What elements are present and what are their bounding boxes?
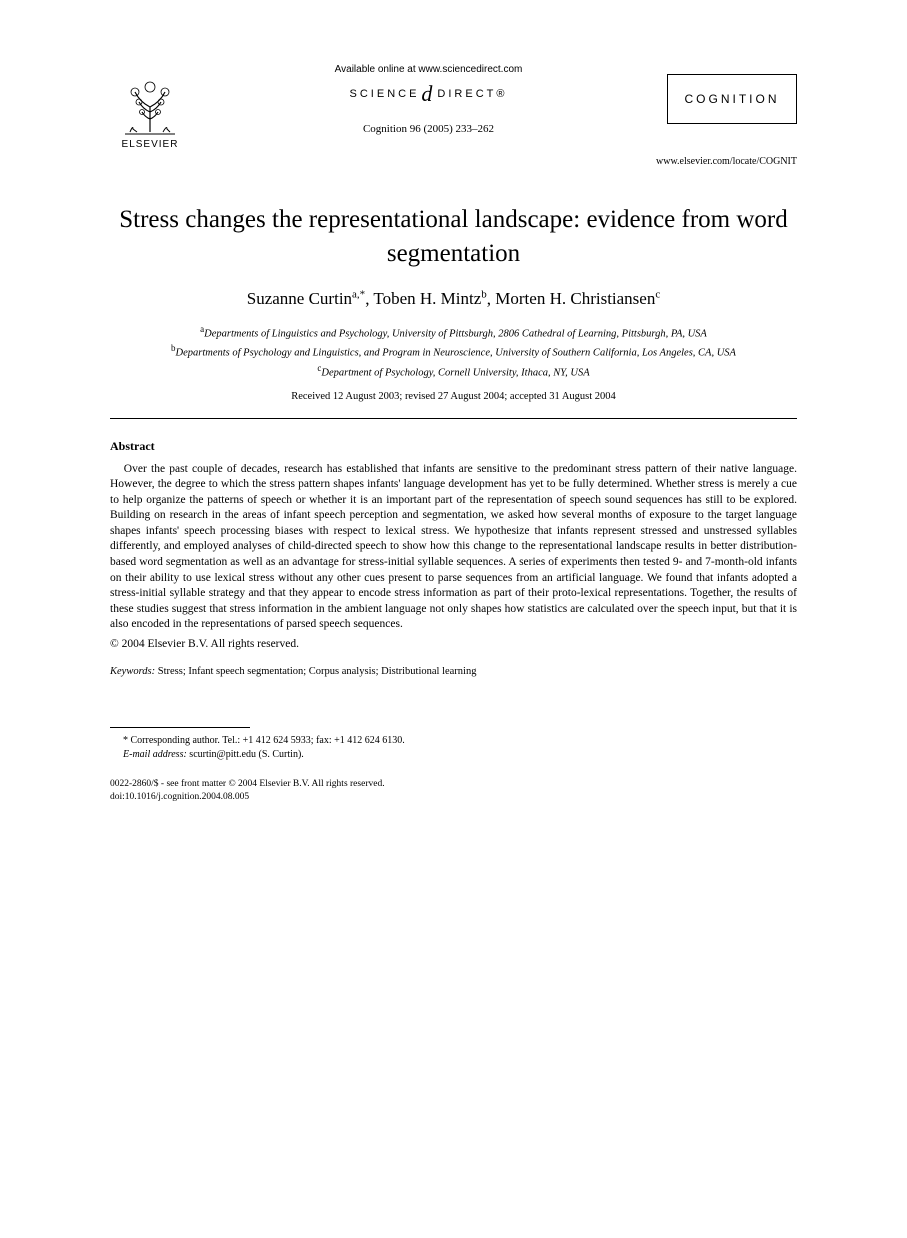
footer-line-2: doi:10.1016/j.cognition.2004.08.005 <box>110 791 797 804</box>
sd-alpha-icon: d <box>421 81 435 106</box>
article-title: Stress changes the representational land… <box>110 203 797 271</box>
affiliation-b: bDepartments of Psychology and Linguisti… <box>110 342 797 361</box>
email-label: E-mail address: <box>123 749 187 760</box>
abstract-heading: Abstract <box>110 439 797 454</box>
footnote-rule <box>110 727 250 728</box>
journal-citation: Cognition 96 (2005) 233–262 <box>190 123 667 135</box>
journal-url[interactable]: www.elsevier.com/locate/COGNIT <box>110 156 797 167</box>
author-markers: b <box>481 289 487 301</box>
affiliations: aDepartments of Linguistics and Psycholo… <box>110 323 797 381</box>
header-row: ELSEVIER Available online at www.science… <box>110 60 797 150</box>
corresponding-footnote: * Corresponding author. Tel.: +1 412 624… <box>110 734 797 748</box>
publisher-logo: ELSEVIER <box>110 60 190 150</box>
copyright-line: © 2004 Elsevier B.V. All rights reserved… <box>110 637 797 653</box>
affil-text: Departments of Psychology and Linguistic… <box>176 348 736 359</box>
keywords-text: Stress; Infant speech segmentation; Corp… <box>155 666 476 677</box>
affil-text: Departments of Linguistics and Psycholog… <box>204 329 707 340</box>
sciencedirect-logo: SCIENCEdDIRECT® <box>350 81 508 107</box>
email-value[interactable]: scurtin@pitt.edu (S. Curtin). <box>187 749 304 760</box>
author-name: Toben H. Mintz <box>373 289 481 308</box>
publisher-name: ELSEVIER <box>122 139 179 150</box>
footer-block: 0022-2860/$ - see front matter © 2004 El… <box>110 778 797 805</box>
article-dates: Received 12 August 2003; revised 27 Augu… <box>110 391 797 402</box>
journal-name-box: COGNITION <box>667 74 797 124</box>
author-markers: c <box>655 289 660 301</box>
elsevier-tree-icon <box>115 77 185 137</box>
footer-line-1: 0022-2860/$ - see front matter © 2004 El… <box>110 778 797 791</box>
affiliation-a: aDepartments of Linguistics and Psycholo… <box>110 323 797 342</box>
affiliation-c: cDepartment of Psychology, Cornell Unive… <box>110 362 797 381</box>
author-2: Morten H. Christiansenc <box>495 289 660 308</box>
keywords-label: Keywords: <box>110 666 155 677</box>
author-markers: a,* <box>352 289 365 301</box>
author-name: Suzanne Curtin <box>247 289 352 308</box>
sd-right: DIRECT® <box>437 88 507 100</box>
author-list: Suzanne Curtina,*, Toben H. Mintzb, Mort… <box>110 289 797 310</box>
divider-rule <box>110 418 797 419</box>
keywords: Keywords: Stress; Infant speech segmenta… <box>110 666 797 677</box>
journal-box-wrap: COGNITION <box>667 60 797 124</box>
email-footnote: E-mail address: scurtin@pitt.edu (S. Cur… <box>110 748 797 762</box>
center-header: Available online at www.sciencedirect.co… <box>190 60 667 135</box>
sd-left: SCIENCE <box>350 88 420 100</box>
author-0: Suzanne Curtina,* <box>247 289 365 308</box>
available-online-text: Available online at www.sciencedirect.co… <box>190 64 667 75</box>
abstract-body: Over the past couple of decades, researc… <box>110 462 797 633</box>
affil-text: Department of Psychology, Cornell Univer… <box>321 367 589 378</box>
author-name: Morten H. Christiansen <box>495 289 655 308</box>
author-1: Toben H. Mintzb <box>373 289 486 308</box>
